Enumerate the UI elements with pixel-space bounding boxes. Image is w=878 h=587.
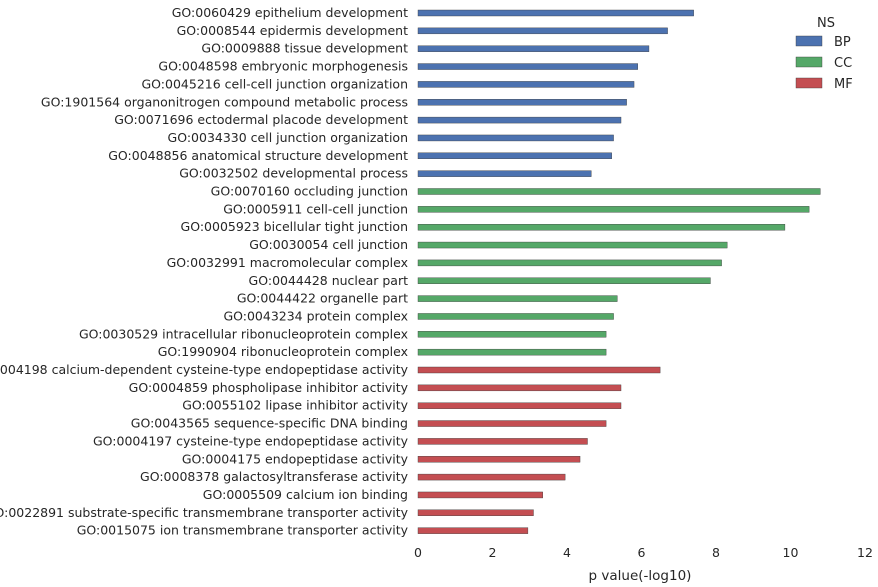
category-label: GO:0048856 anatomical structure developm… xyxy=(108,148,408,163)
bar-bp xyxy=(417,116,622,124)
x-axis-title: p value(-log10) xyxy=(589,568,692,584)
bar-bp xyxy=(417,170,592,177)
category-label: GO:1990904 ribonucleoprotein complex xyxy=(158,344,408,359)
bar-mf xyxy=(417,420,607,427)
x-axis: 0 2 4 6 8 10 12 xyxy=(414,545,873,560)
bar-mf xyxy=(417,491,543,499)
bar-bp xyxy=(417,45,650,52)
bar-cc xyxy=(417,223,786,231)
x-tick-label: 8 xyxy=(712,545,720,560)
bar-mf xyxy=(417,509,534,516)
bar-mf xyxy=(417,402,622,409)
category-label: GO:0060429 epithelium development xyxy=(172,5,408,20)
x-tick-label: 4 xyxy=(563,545,571,560)
category-label: GO:1901564 organonitrogen compound metab… xyxy=(41,94,408,109)
bar-mf xyxy=(417,456,581,463)
category-label: GO:0009888 tissue development xyxy=(201,41,408,56)
bar-cc xyxy=(417,348,607,356)
legend-label-bp: BP xyxy=(834,35,851,50)
bar-cc xyxy=(417,241,728,249)
bar-bp xyxy=(417,152,612,160)
category-label: GO:0005911 cell-cell junction xyxy=(223,201,408,216)
x-tick-label: 6 xyxy=(638,545,646,560)
x-tick-label: 0 xyxy=(414,545,422,560)
bar-cc xyxy=(417,313,614,320)
bar-bp xyxy=(417,81,635,88)
bar-bp xyxy=(417,27,668,35)
legend-title: NS xyxy=(817,16,835,31)
category-label: GO:0034330 cell junction organization xyxy=(168,130,408,145)
category-label: GO:0032991 macromolecular complex xyxy=(167,255,408,270)
bar-cc xyxy=(417,295,618,302)
bar-cc xyxy=(417,206,810,213)
legend-label-cc: CC xyxy=(834,56,852,71)
category-label: GO:0044422 organelle part xyxy=(237,291,408,306)
category-label: GO:0043234 protein complex xyxy=(223,308,408,323)
bar-mf xyxy=(417,527,529,534)
category-label: GO:0005923 bicellular tight junction xyxy=(181,219,408,234)
category-label: GO:0030529 intracellular ribonucleoprote… xyxy=(79,326,408,341)
category-label: GO:0071696 ectodermal placode developmen… xyxy=(114,112,408,127)
bar-bp xyxy=(417,134,614,142)
category-label: GO:0070160 occluding junction xyxy=(211,184,408,199)
category-label: GO:0005509 calcium ion binding xyxy=(203,487,408,502)
x-tick-label: 2 xyxy=(489,545,497,560)
legend-swatch-bp xyxy=(795,35,823,47)
category-labels-layer: GO:0060429 epithelium development GO:0008… xyxy=(0,5,409,538)
bar-bp xyxy=(417,99,627,106)
category-label: GO:0032502 developmental process xyxy=(179,166,408,181)
bar-cc xyxy=(417,188,821,195)
legend-swatch-mf xyxy=(795,77,823,89)
category-label: GO:0044428 nuclear part xyxy=(249,273,409,288)
bar-mf xyxy=(417,384,622,392)
bar-mf xyxy=(417,438,588,445)
category-label: GO:0022891 substrate-specific transmembr… xyxy=(0,505,409,520)
bar-cc xyxy=(417,277,711,284)
category-label: GO:0008378 galactosyltransferase activit… xyxy=(140,469,409,484)
legend-swatch-cc xyxy=(795,56,823,68)
x-tick-label: 10 xyxy=(783,545,799,560)
category-label: GO:0015075 ion transmembrane transporter… xyxy=(77,523,409,538)
category-label: GO:0004175 endopeptidase activity xyxy=(182,451,409,466)
category-label: GO:0008544 epidermis development xyxy=(177,23,408,38)
category-label: GO:0043565 sequence-specific DNA binding xyxy=(131,416,408,431)
legend: NS BP CC MF xyxy=(795,16,853,92)
bar-cc xyxy=(417,331,607,338)
category-label: GO:0030054 cell junction xyxy=(249,237,408,252)
category-label: GO:0004859 phospholipase inhibitor activ… xyxy=(129,380,409,395)
bar-cc xyxy=(417,259,722,267)
category-label: GO:0055102 lipase inhibitor activity xyxy=(182,398,408,413)
category-label: GO:0004198 calcium-dependent cysteine-ty… xyxy=(0,362,409,377)
category-label: GO:0048598 embryonic morphogenesis xyxy=(158,59,408,74)
bar-mf xyxy=(417,473,566,481)
bar-bp xyxy=(417,9,694,17)
category-label: GO:0045216 cell-cell junction organizati… xyxy=(142,76,409,91)
legend-label-mf: MF xyxy=(834,77,853,92)
category-label: GO:0004197 cysteine-type endopeptidase a… xyxy=(93,433,409,448)
bar-mf xyxy=(417,366,661,374)
x-tick-label: 12 xyxy=(857,545,873,560)
bar-bp xyxy=(417,63,638,70)
bars-layer xyxy=(417,9,821,534)
